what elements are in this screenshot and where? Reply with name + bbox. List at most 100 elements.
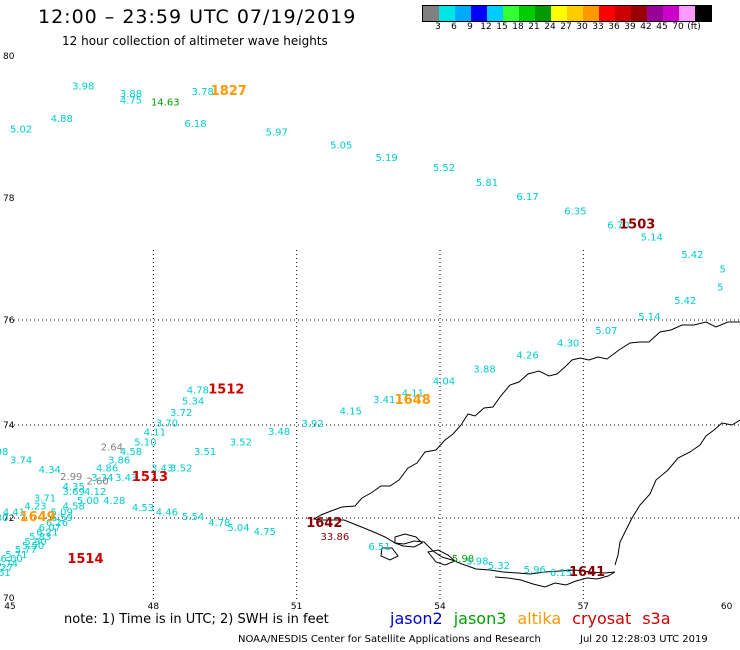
- wave-height-value: 5.98: [452, 554, 474, 565]
- wave-height-value: 4.86: [96, 464, 118, 475]
- color-scale-bar: [422, 5, 712, 22]
- wave-height-value: 5: [719, 264, 725, 275]
- color-scale-label: 30: [576, 22, 588, 32]
- color-swatch: [487, 6, 503, 21]
- wave-height-value: 3.08: [0, 447, 8, 458]
- color-scale-label: 12: [480, 22, 492, 32]
- wave-height-value: 5: [717, 283, 723, 294]
- color-swatch: [647, 6, 663, 21]
- wave-height-value: 5.96: [524, 565, 546, 576]
- wave-height-value: 4.30: [557, 338, 579, 349]
- longitude-tick-label: 51: [291, 602, 302, 612]
- pass-time-label: 1827: [211, 84, 247, 99]
- wave-height-value: 3.88: [120, 89, 142, 100]
- island-outline-a: [394, 533, 423, 548]
- wave-height-value: 5.07: [595, 326, 617, 337]
- color-scale-label: 45: [656, 22, 668, 32]
- wave-height-value: 4.28: [103, 496, 125, 507]
- pass-time-label: 1642: [306, 516, 342, 531]
- wave-height-value: 5.42: [681, 250, 703, 261]
- color-scale-label: 24: [544, 22, 556, 32]
- wave-height-value: 4.41: [3, 508, 25, 519]
- wave-height-value: 6.17: [516, 192, 538, 203]
- wave-height-value: 5.77: [15, 545, 37, 556]
- wave-height-value: 6.59: [51, 513, 73, 524]
- wave-height-value: 3.51: [194, 447, 216, 458]
- wave-height-value: 14.63: [151, 98, 180, 109]
- page-title: 12:00 – 23:59 UTC 07/19/2019: [38, 6, 357, 28]
- wave-height-value: 3.43: [115, 473, 137, 484]
- wave-height-value: 5.27: [0, 563, 13, 574]
- wave-height-value: 3.48: [268, 427, 290, 438]
- wave-height-value: 3.70: [156, 418, 178, 429]
- latitude-tick-label: 78: [3, 194, 15, 204]
- pass-time-label: 1648: [395, 393, 431, 408]
- longitude-tick-label: 54: [434, 602, 446, 612]
- wave-height-value: 5.19: [375, 153, 397, 164]
- wave-height-value: 3.88: [473, 365, 495, 376]
- latitude-tick-label: 80: [3, 52, 15, 62]
- wave-height-value: 2.60: [86, 477, 108, 488]
- wave-height-value: 4.78: [187, 386, 209, 397]
- wave-height-value: 4.78: [208, 518, 230, 529]
- pass-time-label: 1513: [132, 470, 168, 485]
- wave-height-value: 5.14: [638, 312, 660, 323]
- wave-height-value: 6.35: [564, 206, 586, 217]
- generated-timestamp: Jul 20 12:28:03 UTC 2019: [580, 634, 708, 645]
- wave-height-value: 4.11: [402, 389, 424, 400]
- wave-height-value: 5.71: [5, 550, 27, 561]
- color-swatch: [519, 6, 535, 21]
- wave-height-value: 3.52: [170, 464, 192, 475]
- latitude-tick-label: 74: [3, 421, 15, 431]
- wave-height-value: 5.54: [182, 512, 204, 523]
- island-outline-c: [380, 547, 399, 561]
- color-swatch: [439, 6, 455, 21]
- wave-height-value: 4.34: [39, 465, 61, 476]
- color-scale-label: 36: [608, 22, 620, 32]
- wave-height-value: 4.12: [84, 487, 106, 498]
- wave-height-value: 3.71: [34, 494, 56, 505]
- color-swatch: [551, 6, 567, 21]
- color-swatch: [679, 6, 695, 21]
- island-outline-b: [427, 549, 456, 566]
- color-swatch: [695, 6, 711, 21]
- wave-height-value: 4.35: [63, 482, 85, 493]
- satellite-legend: jason2 jason3 altika cryosat s3a: [390, 609, 682, 628]
- legend-entry-jason3: jason3: [453, 609, 507, 628]
- color-scale-label: 42: [640, 22, 652, 32]
- wave-height-value: 3.92: [301, 419, 323, 430]
- wave-height-value: 2.99: [60, 472, 82, 483]
- wave-height-value: 5.14: [641, 233, 663, 244]
- wave-height-value: 6.70: [607, 221, 629, 232]
- wave-height-value: 4.04: [433, 377, 455, 388]
- legend-entry-jason2: jason2: [390, 609, 443, 628]
- wave-height-value: 3.34: [91, 473, 113, 484]
- wave-height-value: 5.98: [466, 556, 488, 567]
- wave-height-value: 5.32: [488, 561, 510, 572]
- color-scale-label: 15: [496, 22, 508, 32]
- color-scale-label: 70: [672, 22, 684, 32]
- wave-height-value: 5.04: [227, 523, 249, 534]
- wave-height-value: 5.10: [134, 437, 156, 448]
- page-subtitle: 12 hour collection of altimeter wave hei…: [62, 34, 328, 48]
- wave-height-value: 6.07: [39, 523, 61, 534]
- wave-height-value: 5.05: [330, 140, 352, 151]
- wave-height-value: 3.78: [192, 87, 214, 98]
- novaya-zemlya-south-coast: [363, 527, 616, 588]
- wave-height-value: 6.15: [550, 568, 572, 579]
- longitude-tick-label: 60: [721, 602, 733, 612]
- pass-time-label: 1512: [208, 383, 244, 398]
- wave-height-value: 2.64: [101, 443, 123, 454]
- wave-height-value: 6.61: [0, 568, 11, 579]
- wave-height-value: 3.72: [170, 408, 192, 419]
- wave-height-value: 6.26: [46, 518, 68, 529]
- wave-height-value: 5.97: [266, 128, 288, 139]
- pass-time-label: 1503: [619, 218, 655, 233]
- color-swatch: [567, 6, 583, 21]
- wave-height-value: 3.86: [108, 456, 130, 467]
- color-swatch: [583, 6, 599, 21]
- wave-height-value: 5.02: [10, 125, 32, 136]
- color-scale-label: 21: [528, 22, 540, 32]
- color-swatch: [663, 6, 679, 21]
